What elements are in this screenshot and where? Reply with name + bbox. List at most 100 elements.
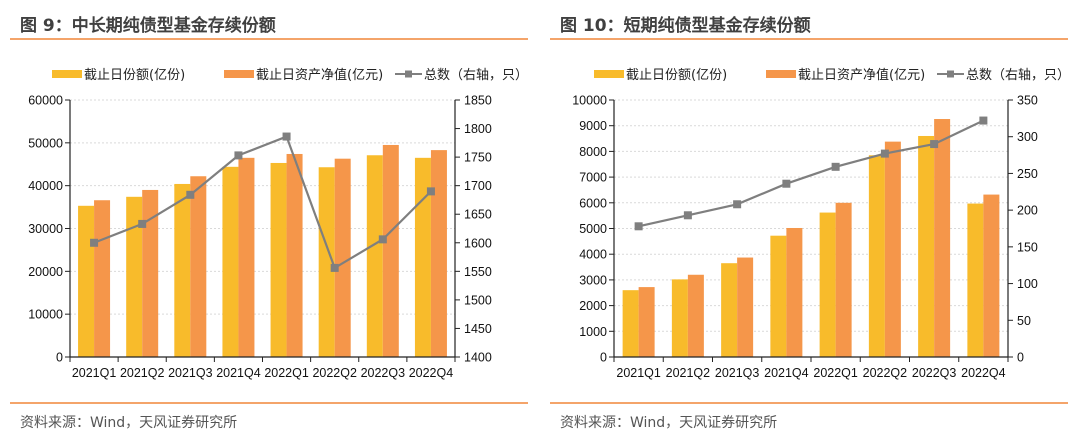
y-tick-label: 3000 <box>579 273 607 287</box>
bar-shares <box>270 162 287 357</box>
bar-shares <box>222 166 239 357</box>
y-tick-label: 5000 <box>579 222 607 236</box>
y2-tick-label: 50 <box>1017 314 1031 328</box>
legend-label-shares: 截止日份额(亿份) <box>84 68 185 83</box>
point-count <box>831 162 840 171</box>
bar-shares <box>770 235 787 357</box>
x-tick-label: 2021Q3 <box>715 366 760 380</box>
legend-label-nav: 截止日资产净值(亿元) <box>256 67 383 83</box>
legend-marker-count <box>947 70 954 78</box>
source-note: 资料来源：Wind，天风证券研究所 <box>560 415 778 431</box>
short-term-bond-fund-chart: 截止日份额(亿份) 截止日资产净值(亿元) 总数（右轴，只）010002000300… <box>572 67 1070 380</box>
bar-nav <box>638 287 655 357</box>
legend-swatch-nav <box>766 70 796 78</box>
legend-swatch-nav <box>224 70 254 78</box>
bar-shares <box>868 155 885 357</box>
bar-shares <box>671 279 688 357</box>
y2-tick-label: 250 <box>1017 167 1038 181</box>
figure-title: 图 10：短期纯债型基金存续份额 <box>560 16 811 36</box>
x-tick-label: 2022Q3 <box>361 366 406 380</box>
y-tick-label: 9000 <box>579 119 607 133</box>
y-tick-label: 50000 <box>28 136 63 150</box>
legend-label-count: 总数（右轴，只） <box>424 68 528 83</box>
x-tick-label: 2021Q2 <box>666 366 711 380</box>
bar-shares <box>622 290 639 357</box>
y2-tick-label: 150 <box>1017 240 1038 254</box>
bar-shares <box>967 203 984 357</box>
bar-nav <box>430 150 447 357</box>
source-note: 资料来源：Wind，天风证券研究所 <box>20 415 238 431</box>
point-count <box>782 179 791 188</box>
bar-nav <box>983 194 1000 357</box>
x-tick-label: 2022Q4 <box>961 366 1006 380</box>
bar-shares <box>174 183 191 357</box>
y-tick-label: 30000 <box>28 222 63 236</box>
bottom-divider <box>550 402 1068 404</box>
bar-nav <box>142 189 159 357</box>
point-count <box>90 238 99 247</box>
bar-nav <box>786 227 803 357</box>
y2-tick-label: 1650 <box>464 208 492 222</box>
point-count <box>426 187 435 196</box>
point-count <box>234 151 243 160</box>
y2-tick-label: 300 <box>1017 130 1038 144</box>
bar-nav <box>835 202 852 357</box>
bar-shares <box>78 205 95 357</box>
legend-label-shares: 截止日份额(亿份) <box>626 68 727 83</box>
y2-tick-label: 100 <box>1017 277 1038 291</box>
x-tick-label: 2021Q3 <box>168 366 213 380</box>
x-tick-label: 2022Q1 <box>264 366 309 380</box>
figure-10-panel: 图 10：短期纯债型基金存续份额 截止日份额(亿份) 截止日资产净值(亿元) 总数（… <box>550 0 1070 441</box>
bar-nav <box>334 158 351 357</box>
y2-tick-label: 1700 <box>464 179 492 193</box>
legend-label-nav: 截止日资产净值(亿元) <box>798 67 925 83</box>
x-tick-label: 2022Q4 <box>409 366 454 380</box>
y2-tick-label: 1550 <box>464 265 492 279</box>
bar-nav <box>884 141 901 357</box>
point-count <box>330 263 339 272</box>
legend-marker-count <box>405 70 412 78</box>
y-tick-label: 60000 <box>28 94 63 108</box>
x-tick-label: 2022Q3 <box>912 366 957 380</box>
x-tick-label: 2021Q1 <box>72 366 117 380</box>
bars <box>78 144 447 357</box>
y-tick-label: 4000 <box>579 248 607 262</box>
title-divider <box>550 38 1068 40</box>
y-tick-label: 8000 <box>579 145 607 159</box>
legend-swatch-shares <box>52 70 82 78</box>
bar-nav <box>190 176 207 357</box>
y-tick-label: 2000 <box>579 299 607 313</box>
y2-tick-label: 1500 <box>464 293 492 307</box>
y-tick-label: 10000 <box>572 94 607 108</box>
mid-long-term-bond-fund-chart: 截止日份额(亿份) 截止日资产净值(亿元) 总数（右轴，只） 0 10000 20000 3… <box>28 67 528 380</box>
title-divider <box>10 38 528 40</box>
figure-title: 图 9：中长期纯债型基金存续份额 <box>20 16 276 36</box>
bar-nav <box>94 200 111 357</box>
y-tick-label: 40000 <box>28 179 63 193</box>
point-count <box>880 149 889 158</box>
point-count <box>186 190 195 199</box>
y-tick-label: 0 <box>56 351 63 365</box>
bar-nav <box>382 144 399 357</box>
y2-tick-label: 1600 <box>464 236 492 250</box>
point-count <box>683 211 692 220</box>
point-count <box>282 132 291 141</box>
y2-tick-label: 0 <box>1017 351 1024 365</box>
y2-tick-label: 1750 <box>464 151 492 165</box>
line-count <box>93 135 432 270</box>
y2-tick-label: 350 <box>1017 94 1038 108</box>
bar-shares <box>819 212 836 357</box>
y-tick-label: 0 <box>600 351 607 365</box>
bar-nav <box>238 157 255 357</box>
legend: 截止日份额(亿份) 截止日资产净值(亿元) 总数（右轴，只） <box>52 67 528 83</box>
bar-nav <box>286 153 303 357</box>
bars <box>622 119 1000 357</box>
bar-nav <box>687 274 704 357</box>
x-tick-label: 2022Q1 <box>813 366 858 380</box>
x-tick-label: 2021Q4 <box>764 366 809 380</box>
y-tick-label: 10000 <box>28 308 63 322</box>
y-tick-label: 7000 <box>579 171 607 185</box>
y2-tick-label: 1850 <box>464 94 492 108</box>
point-count <box>930 140 939 149</box>
x-tick-label: 2022Q2 <box>863 366 908 380</box>
